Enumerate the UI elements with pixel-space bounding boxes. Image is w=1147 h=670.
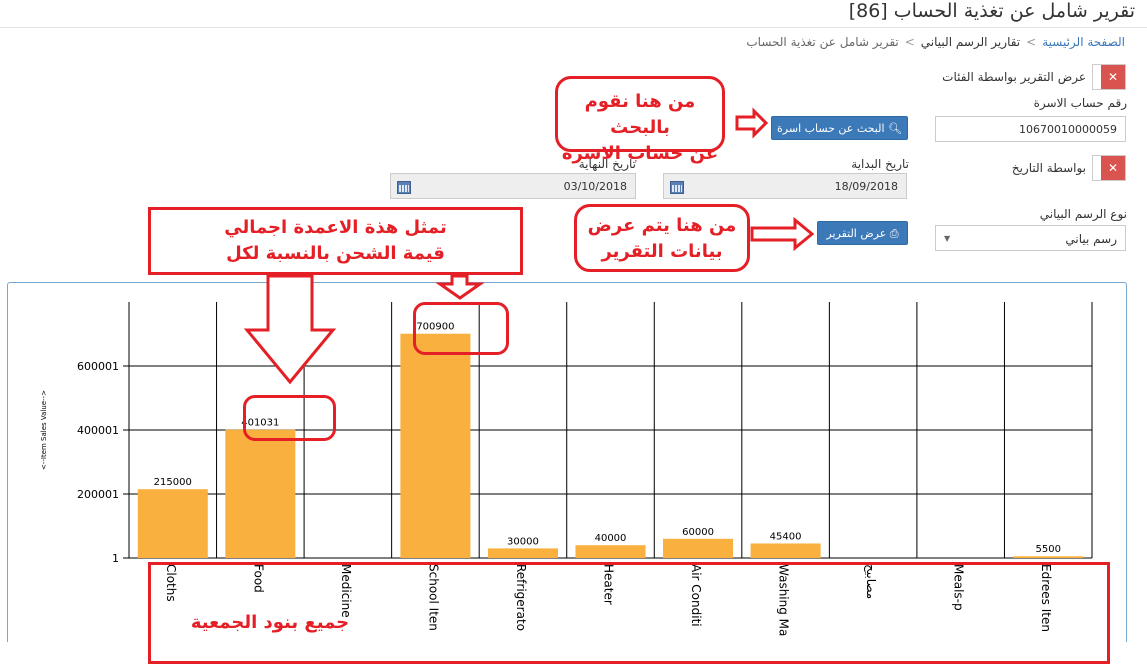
x-tick-label: Cloths bbox=[164, 564, 178, 602]
x-tick-label: Air Conditi bbox=[689, 564, 703, 627]
annotation-text: من هنا يتم عرض bbox=[587, 215, 737, 236]
x-tick-label: Meals-p bbox=[952, 564, 966, 611]
close-icon: ✕ bbox=[1101, 65, 1125, 89]
breadcrumb-separator: > bbox=[1026, 35, 1037, 49]
x-tick-label: Medicine bbox=[339, 564, 353, 618]
annotation-search-note: من هنا نقوم بالبحث عن حساب الاسرة bbox=[555, 76, 725, 164]
annotation-text: من هنا نقوم بالبحث bbox=[584, 91, 696, 138]
by-date-toggle[interactable]: ✕ bbox=[1092, 155, 1126, 181]
bar bbox=[487, 548, 558, 558]
show-report-button[interactable]: ⎙ عرض التقرير bbox=[817, 221, 908, 245]
bar bbox=[1013, 556, 1084, 558]
page-title: تقرير شامل عن تغذية الحساب [86] bbox=[848, 0, 1135, 22]
print-icon: ⎙ bbox=[889, 227, 899, 240]
data-label: 700900 bbox=[416, 322, 454, 333]
title-divider bbox=[0, 27, 1147, 28]
annotation-text: عن حساب الاسرة bbox=[561, 143, 719, 164]
close-icon: ✕ bbox=[1101, 156, 1125, 180]
breadcrumb-current: تقرير شامل عن تغذية الحساب bbox=[746, 35, 899, 49]
y-tick-label: 600001 bbox=[77, 360, 119, 373]
family-account-label: رقم حساب الاسرة bbox=[1033, 96, 1127, 110]
chart-panel bbox=[7, 282, 1127, 642]
end-date-value: 03/10/2018 bbox=[563, 180, 627, 193]
start-date-input[interactable]: 18/09/2018 bbox=[663, 173, 907, 199]
data-label: 215000 bbox=[154, 477, 192, 488]
data-label: 30000 bbox=[507, 536, 539, 547]
bar bbox=[750, 543, 821, 558]
x-tick-label: School Iten bbox=[426, 564, 440, 631]
by-category-toggle[interactable]: ✕ bbox=[1092, 64, 1126, 90]
show-report-label: عرض التقرير bbox=[826, 227, 887, 240]
annotation-report-note: من هنا يتم عرض بيانات التقرير bbox=[574, 204, 750, 272]
annotation-items-box bbox=[148, 562, 1110, 664]
y-tick-label: 1 bbox=[112, 552, 119, 565]
breadcrumb: الصفحة الرئيسية > تقارير الرسم البياني > تقر… bbox=[746, 35, 1125, 49]
bar bbox=[137, 489, 208, 558]
by-date-label: بواسطة التاريخ bbox=[1011, 161, 1086, 175]
y-tick-label: 400001 bbox=[77, 424, 119, 437]
x-tick-label: Food bbox=[251, 564, 265, 593]
y-axis-label: <--Item Sales Value--> bbox=[40, 390, 48, 470]
x-tick-label: Refrigerato bbox=[514, 564, 528, 631]
annotation-bars-note: تمثل هذة الاعمدة اجمالي قيمة الشحن بالنس… bbox=[148, 207, 523, 275]
calendar-icon[interactable] bbox=[670, 181, 684, 194]
end-date-input[interactable]: 03/10/2018 bbox=[390, 173, 636, 199]
breadcrumb-home[interactable]: الصفحة الرئيسية bbox=[1042, 35, 1125, 49]
family-account-input[interactable]: 10670010000059 bbox=[935, 116, 1126, 142]
x-tick-label: Heater bbox=[602, 564, 616, 605]
annotation-text: تمثل هذة الاعمدة اجمالي bbox=[224, 217, 447, 238]
search-account-button[interactable]: 🔍︎ البحث عن حساب اسرة bbox=[771, 116, 908, 140]
by-category-label: عرض التقرير بواسطة الفئات bbox=[942, 70, 1086, 84]
annotation-text: بيانات التقرير bbox=[601, 241, 723, 262]
data-label: 40000 bbox=[595, 533, 627, 544]
chart-type-value: رسم بياني bbox=[1065, 232, 1117, 246]
breadcrumb-charts[interactable]: تقارير الرسم البياني bbox=[920, 35, 1021, 49]
arrow-right-icon bbox=[735, 107, 769, 139]
arrow-right-icon bbox=[750, 216, 815, 252]
bar bbox=[225, 429, 296, 558]
chevron-down-icon: ▼ bbox=[944, 234, 951, 243]
annotation-text: قيمة الشحن بالنسبة لكل bbox=[226, 243, 445, 264]
x-tick-label: Edrees Iten bbox=[1039, 564, 1053, 632]
arrow-down-icon bbox=[435, 274, 485, 300]
chart-type-label: نوع الرسم البياني bbox=[1039, 207, 1127, 221]
start-date-value: 18/09/2018 bbox=[834, 180, 898, 193]
breadcrumb-separator: > bbox=[904, 35, 915, 49]
search-icon: 🔍︎ bbox=[888, 122, 902, 135]
data-label: 401031 bbox=[241, 418, 279, 429]
data-label: 5500 bbox=[1036, 544, 1061, 555]
calendar-icon[interactable] bbox=[397, 181, 411, 194]
annotation-highlight-school bbox=[413, 302, 509, 355]
annotation-items-note: جميع بنود الجمعية bbox=[190, 612, 350, 633]
search-account-label: البحث عن حساب اسرة bbox=[777, 122, 885, 135]
start-date-label: تاريخ البداية bbox=[851, 157, 909, 171]
arrow-down-icon bbox=[243, 274, 337, 385]
end-date-label: تاريخ النهاية bbox=[578, 157, 636, 171]
annotation-highlight-food bbox=[243, 395, 336, 441]
x-tick-label: Washing Ma bbox=[777, 564, 791, 636]
bar bbox=[663, 538, 734, 558]
bar bbox=[400, 333, 471, 558]
x-tick-label: مصابيح bbox=[864, 564, 878, 599]
data-label: 45400 bbox=[770, 531, 802, 542]
y-tick-label: 200001 bbox=[77, 488, 119, 501]
chart-type-select[interactable]: رسم بياني ▼ bbox=[935, 225, 1126, 251]
data-label: 60000 bbox=[682, 527, 714, 538]
bar bbox=[575, 545, 646, 558]
